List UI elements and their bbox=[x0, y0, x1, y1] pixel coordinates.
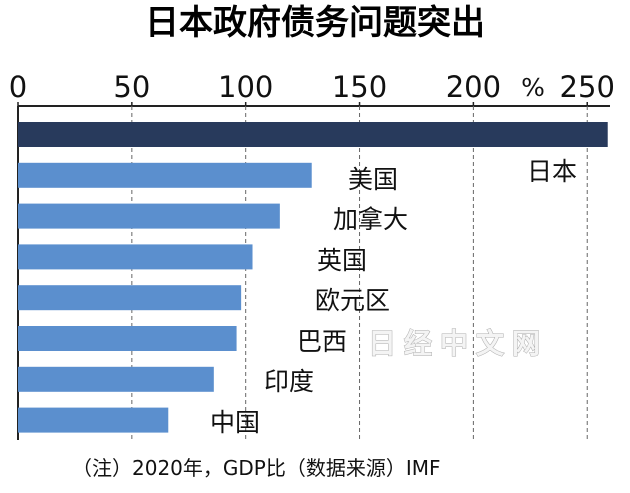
category-label: 美国 bbox=[348, 165, 398, 194]
watermark-text: 日经中文网 bbox=[368, 327, 548, 360]
category-label: 印度 bbox=[264, 367, 314, 396]
bar bbox=[18, 122, 608, 147]
unit-label: % bbox=[521, 73, 545, 102]
x-tick-label: 100 bbox=[218, 70, 273, 104]
category-label: 英国 bbox=[317, 246, 367, 275]
bar-layer bbox=[18, 122, 608, 433]
category-label: 日本 bbox=[527, 157, 577, 186]
category-label: 巴西 bbox=[297, 327, 347, 356]
bar bbox=[18, 326, 237, 351]
x-tick-label: 0 bbox=[9, 70, 27, 104]
bar bbox=[18, 407, 169, 433]
x-tick-label: 250 bbox=[560, 70, 615, 104]
bar bbox=[18, 203, 280, 229]
bar bbox=[18, 244, 253, 270]
category-label: 欧元区 bbox=[315, 286, 390, 315]
bar bbox=[18, 162, 312, 188]
category-label: 中国 bbox=[210, 408, 260, 437]
chart-title: 日本政府债务问题突出 bbox=[145, 3, 485, 43]
category-label: 加拿大 bbox=[333, 205, 408, 234]
x-tick-label: 150 bbox=[332, 70, 387, 104]
tick-layer: 0 50 100 150 200 250 bbox=[9, 70, 615, 106]
source-note: （注）2020年，GDP比（数据来源）IMF bbox=[72, 456, 441, 480]
x-tick-label: 50 bbox=[113, 70, 150, 104]
bar bbox=[18, 285, 242, 311]
x-tick-label: 200 bbox=[446, 70, 501, 104]
bar bbox=[18, 366, 214, 392]
